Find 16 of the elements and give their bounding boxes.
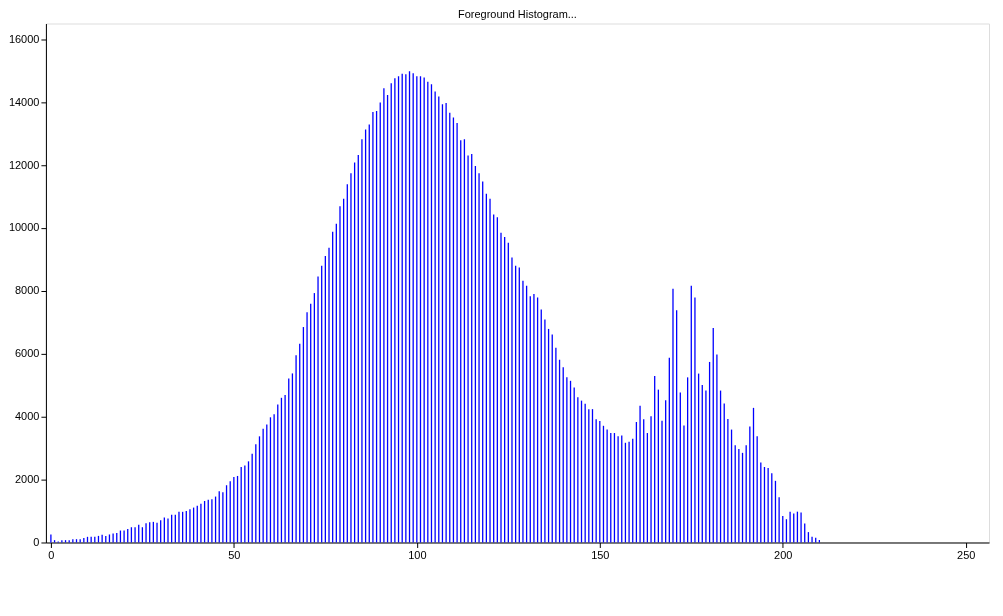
y-tick-label: 6000 [15,347,40,360]
x-tick-label: 250 [957,548,976,561]
y-tick-label: 12000 [8,158,40,171]
y-tick-label: 0 [33,535,40,548]
x-tick-label: 150 [591,548,610,561]
x-tick-label: 0 [48,548,55,561]
x-tick-label: 50 [228,548,241,561]
y-tick-label: 4000 [15,410,40,423]
y-tick-label: 10000 [8,221,40,234]
x-tick-label: 100 [408,548,427,561]
y-tick-label: 16000 [8,32,40,45]
y-tick-label: 8000 [15,284,40,297]
chart-title: Foreground Histogram... [458,7,577,20]
y-tick-label: 2000 [15,473,40,486]
x-tick-label: 200 [774,548,793,561]
y-tick-label: 14000 [8,95,40,108]
